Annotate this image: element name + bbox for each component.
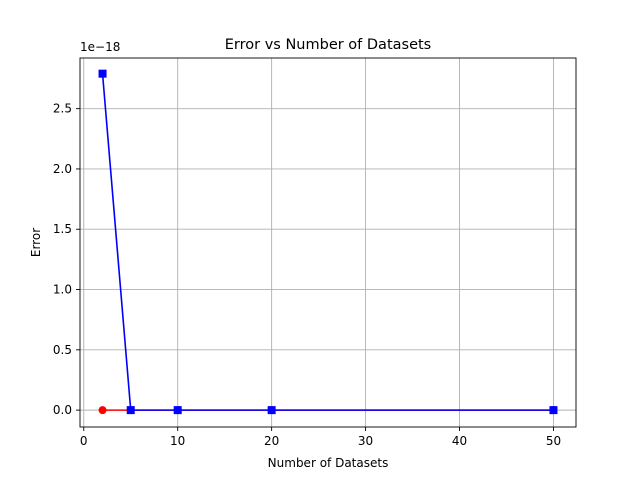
x-tick-label: 20: [264, 434, 279, 448]
x-tick-label: 0: [80, 434, 88, 448]
x-tick-label: 50: [546, 434, 561, 448]
y-axis-title: Error: [29, 228, 43, 257]
series-2-square-marker: [98, 69, 107, 78]
x-tick-label: 30: [358, 434, 373, 448]
y-tick-label: 1.0: [53, 283, 72, 297]
y-tick-label: 2.5: [53, 102, 72, 116]
x-tick-label: 40: [452, 434, 467, 448]
series-2-square-marker: [549, 406, 558, 415]
chart-title: Error vs Number of Datasets: [225, 37, 431, 53]
plot-frame: [79, 57, 577, 428]
series-2-square-marker: [126, 406, 135, 415]
series-2-square-marker: [173, 406, 182, 415]
y-tick-label: 0.5: [53, 343, 72, 357]
series-2-square-marker: [267, 406, 276, 415]
y-tick-label: 1.5: [53, 222, 72, 236]
y-tick-label: 0.0: [53, 403, 72, 417]
x-axis-title: Number of Datasets: [268, 456, 389, 470]
series-layer: [98, 69, 558, 415]
y-tick-label: 2.0: [53, 162, 72, 176]
tick-layer: 0 10 20 30 40 50 0.0 0.5 1.0 1.5 2.0 2.5: [53, 102, 561, 448]
x-tick-label: 10: [170, 434, 185, 448]
series-1-circle-marker: [98, 406, 107, 415]
y-axis-offset-label: 1e−18: [80, 40, 120, 54]
